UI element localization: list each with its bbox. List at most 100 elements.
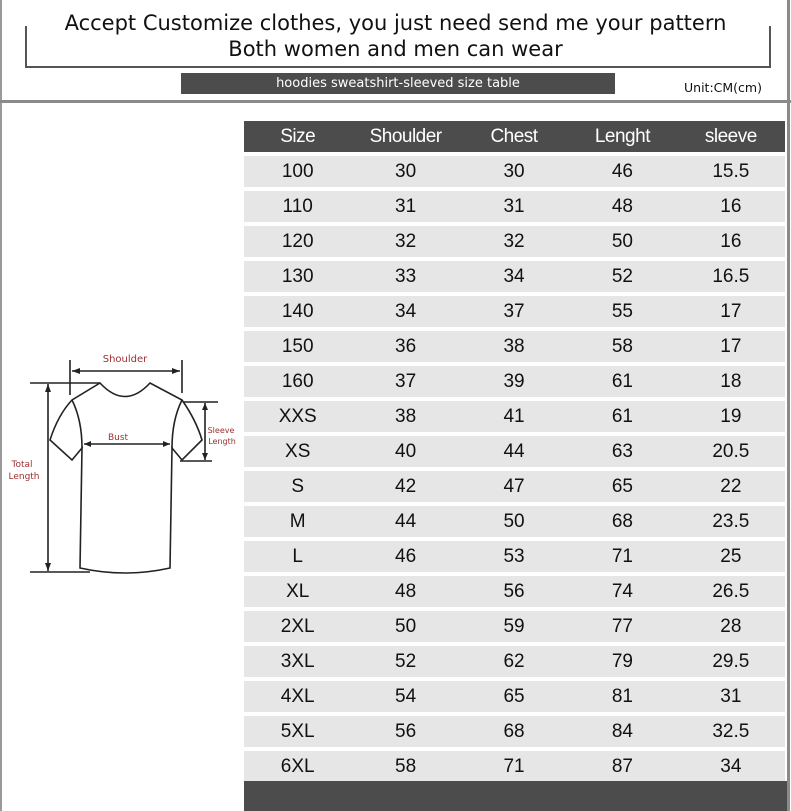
table-row: M 44 50 68 23.5 <box>244 506 785 537</box>
table-cell: 17 <box>720 301 742 322</box>
table-cell: 84 <box>611 721 633 742</box>
title-line-2: Both women and men can wear <box>228 37 563 61</box>
bust-label: Bust <box>108 433 129 443</box>
table-cell: 3XL <box>280 651 315 672</box>
table-row: S 42 47 65 22 <box>244 471 785 502</box>
table-cell: 56 <box>395 721 417 742</box>
table-cell: 120 <box>281 231 314 252</box>
column-header: sleeve <box>704 126 757 147</box>
table-row: 6XL 58 71 87 34 <box>244 751 785 782</box>
table-cell: 16.5 <box>712 266 750 287</box>
table-cell: 17 <box>720 336 742 357</box>
table-row: 140 34 37 55 17 <box>244 296 785 327</box>
table-cell: 130 <box>281 266 314 287</box>
table-cell: 38 <box>395 406 417 427</box>
table-cell: 81 <box>611 686 633 707</box>
table-cell: 39 <box>503 371 525 392</box>
table-banner: hoodies sweatshirt-sleeved size table <box>181 73 615 94</box>
table-cell: 16 <box>720 231 742 252</box>
table-cell: 6XL <box>280 756 315 777</box>
unit-label: Unit:CM(cm) <box>684 80 762 95</box>
table-footer-bar <box>244 781 787 811</box>
table-cell: XL <box>286 581 310 602</box>
table-cell: 65 <box>611 476 633 497</box>
table-cell: 16 <box>720 196 742 217</box>
table-cell: 29.5 <box>712 651 750 672</box>
table-cell: 160 <box>281 371 314 392</box>
table-cell: 61 <box>611 371 633 392</box>
table-row: 3XL 52 62 79 29.5 <box>244 646 785 677</box>
table-cell: 58 <box>395 756 417 777</box>
table-cell: 19 <box>720 406 742 427</box>
table-cell: 5XL <box>280 721 315 742</box>
table-cell: 4XL <box>280 686 315 707</box>
table-row: 2XL 50 59 77 28 <box>244 611 785 642</box>
table-cell: 100 <box>281 161 314 182</box>
table-cell: 34 <box>395 301 417 322</box>
column-header: Lenght <box>594 126 651 147</box>
table-cell: 32 <box>395 231 417 252</box>
title-bracket <box>25 26 771 68</box>
table-cell: 56 <box>503 581 525 602</box>
table-cell: 77 <box>611 616 633 637</box>
table-cell: 38 <box>503 336 525 357</box>
table-cell: 61 <box>611 406 633 427</box>
tshirt-measurement-diagram: Shoulder Bust Sleeve Length Total Length <box>8 354 236 574</box>
column-header: Shoulder <box>369 126 443 147</box>
table-cell: 23.5 <box>712 511 750 532</box>
table-cell: 110 <box>282 196 313 217</box>
table-cell: 32.5 <box>712 721 750 742</box>
table-cell: 20.5 <box>712 441 750 462</box>
table-cell: 25 <box>720 546 742 567</box>
table-cell: 62 <box>503 651 525 672</box>
table-cell: 18 <box>720 371 742 392</box>
divider <box>0 100 791 103</box>
table-row: 5XL 56 68 84 32.5 <box>244 716 785 747</box>
table-cell: 140 <box>281 301 314 322</box>
table-cell: XS <box>285 441 311 462</box>
table-cell: 71 <box>503 756 525 777</box>
table-cell: 59 <box>503 616 525 637</box>
table-cell: 48 <box>611 196 633 217</box>
table-cell: 52 <box>395 651 417 672</box>
table-row: 150 36 38 58 17 <box>244 331 785 362</box>
table-cell: 26.5 <box>712 581 750 602</box>
table-row: 130 33 34 52 16.5 <box>244 261 785 292</box>
table-cell: 74 <box>611 581 633 602</box>
table-cell: 41 <box>503 406 525 427</box>
table-cell: 68 <box>503 721 525 742</box>
table-cell: 34 <box>720 756 742 777</box>
table-cell: 50 <box>611 231 633 252</box>
table-cell: 46 <box>395 546 417 567</box>
table-cell: 71 <box>611 546 633 567</box>
table-cell: 46 <box>611 161 633 182</box>
table-cell: 32 <box>503 231 525 252</box>
table-row: L 46 53 71 25 <box>244 541 785 572</box>
table-cell: 65 <box>503 686 525 707</box>
table-cell: 30 <box>395 161 417 182</box>
table-cell: 31 <box>720 686 742 707</box>
column-header: Size <box>280 126 316 147</box>
table-cell: M <box>289 511 306 532</box>
table-cell: S <box>291 476 305 497</box>
size-table: Size Shoulder Chest Lenght sleeve 100 30 3… <box>244 121 785 782</box>
table-cell: 31 <box>395 196 417 217</box>
table-cell: 47 <box>503 476 525 497</box>
tshirt-outline <box>49 381 203 574</box>
table-cell: 44 <box>503 441 525 462</box>
total-length-label-1: Total <box>10 460 32 470</box>
table-cell: 68 <box>611 511 633 532</box>
frame-border <box>787 0 790 811</box>
table-cell: 36 <box>395 336 417 357</box>
table-cell: 52 <box>611 266 633 287</box>
table-cell: 58 <box>611 336 633 357</box>
table-cell: 42 <box>395 476 417 497</box>
table-cell: 50 <box>395 616 417 637</box>
table-row: 4XL 54 65 81 31 <box>244 681 785 712</box>
table-cell: 87 <box>611 756 633 777</box>
title-line-1: Accept Customize clothes, you just need … <box>64 11 727 35</box>
table-cell: 34 <box>503 266 525 287</box>
sleeve-label-1: Sleeve <box>208 426 235 435</box>
table-cell: 53 <box>503 546 525 567</box>
